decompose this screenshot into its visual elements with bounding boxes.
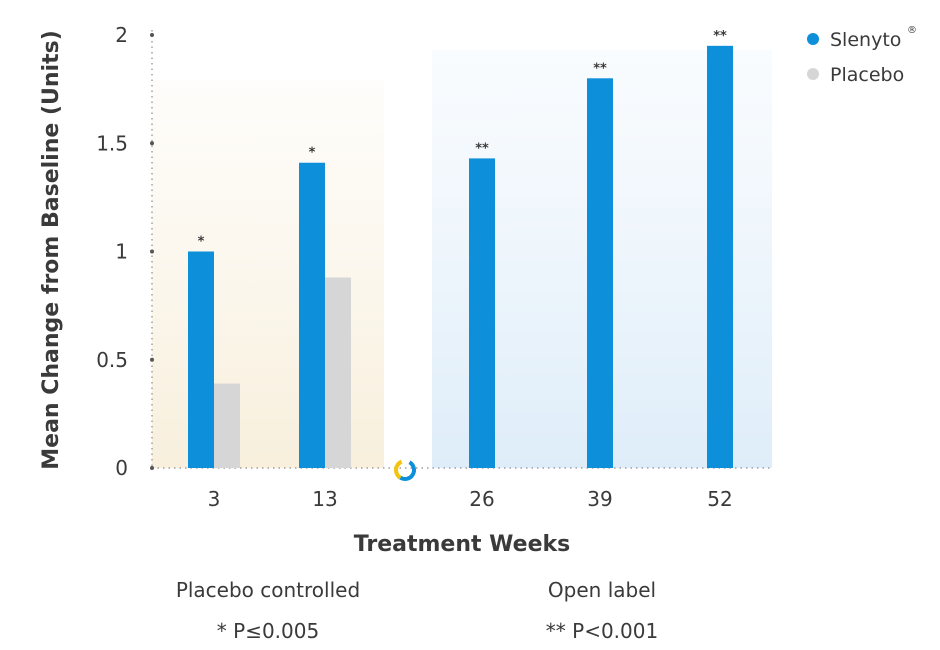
x-tick-label: 39: [587, 487, 612, 511]
y-tick-mark: [150, 357, 154, 362]
y-tick-mark: [150, 466, 154, 470]
x-tick-label: 26: [469, 487, 494, 511]
y-tick-mark: [150, 141, 154, 146]
legend: Slenyto ® Placebo: [807, 25, 917, 86]
x-tick-label: 13: [312, 487, 337, 511]
y-tick-label: 0.5: [96, 348, 128, 372]
legend-placebo-label: Placebo: [830, 64, 904, 86]
significance-label: **: [713, 29, 727, 44]
significance-label: **: [593, 61, 607, 76]
x-tick-label: 3: [208, 487, 221, 511]
bar-slenyto-week-3: [188, 251, 214, 468]
y-axis-title: Mean Change from Baseline (Units): [39, 30, 64, 469]
bars: ** ******: [188, 29, 733, 469]
phase-note-placebo-controlled: * P≤0.005: [217, 619, 319, 643]
phase-label-open-label: Open label: [548, 578, 656, 602]
legend-placebo-swatch: [807, 68, 819, 80]
y-tick-label: 1: [115, 240, 128, 264]
bar-slenyto-week-13: [299, 162, 325, 469]
x-tick-label: 52: [707, 487, 732, 511]
bar-slenyto-week-52: [707, 45, 733, 468]
x-ticks: 3 13 26 39 52: [208, 487, 733, 511]
bar-slenyto-week-26: [469, 158, 495, 468]
phase-label-placebo-controlled: Placebo controlled: [176, 578, 360, 602]
x-axis-title: Treatment Weeks: [354, 532, 570, 557]
legend-slenyto-swatch: [807, 33, 819, 45]
legend-slenyto-label: Slenyto: [830, 29, 901, 51]
bar-placebo-week-3: [214, 383, 240, 468]
y-tick-label: 1.5: [96, 131, 128, 155]
y-ticks: 0 0.5 1 1.5 2: [96, 23, 154, 480]
y-tick-label: 0: [115, 456, 128, 480]
phase-note-open-label: ** P<0.001: [546, 619, 658, 643]
bar-slenyto-week-39: [587, 78, 613, 469]
legend-slenyto-registered: ®: [907, 25, 917, 36]
significance-label: *: [309, 146, 316, 161]
y-tick-mark: [150, 249, 154, 254]
significance-label: *: [198, 235, 205, 250]
bar-placebo-week-13: [325, 277, 351, 468]
y-tick-mark: [150, 33, 154, 37]
axis-break-icon: [394, 459, 416, 481]
significance-label: **: [475, 141, 489, 156]
y-tick-label: 2: [115, 23, 128, 47]
